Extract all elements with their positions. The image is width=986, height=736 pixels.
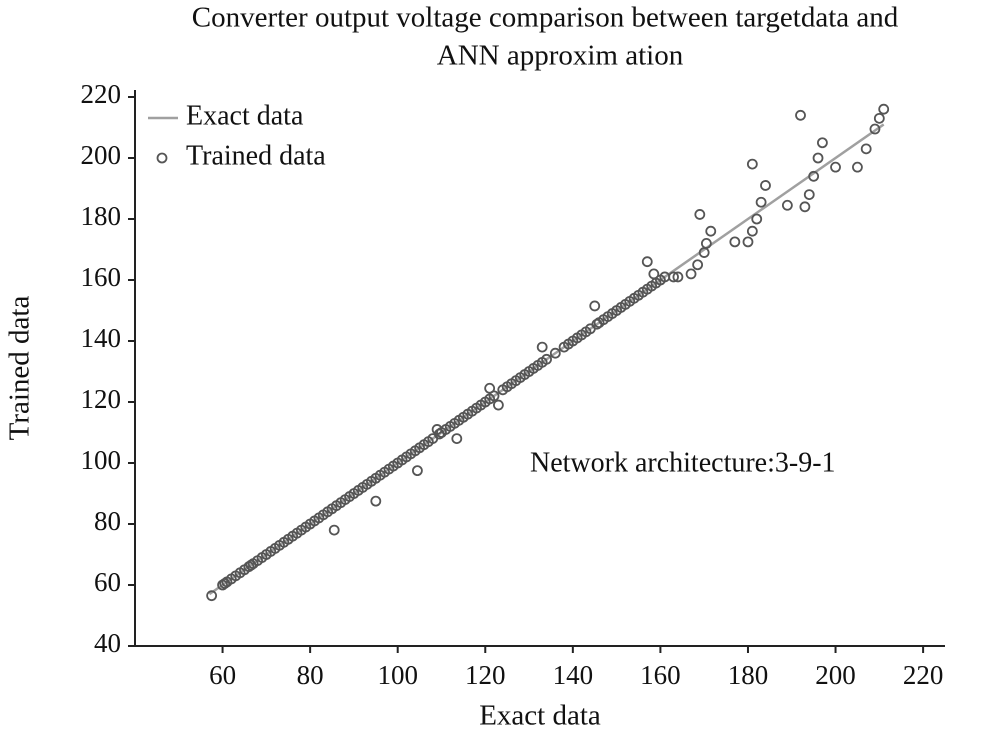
point <box>705 225 717 237</box>
point <box>685 268 697 280</box>
point <box>830 161 841 173</box>
point <box>817 137 828 149</box>
y-tick-label: 40 <box>94 628 121 658</box>
x-tick-label: 140 <box>553 660 594 690</box>
point <box>742 236 754 248</box>
point <box>370 495 382 507</box>
x-tick-label: 120 <box>465 660 506 690</box>
point <box>692 259 704 271</box>
point <box>412 465 423 477</box>
point <box>808 170 820 182</box>
point <box>878 103 890 115</box>
annotation: Network architecture:3-9-1 <box>530 447 836 478</box>
legend-label: Trained data <box>186 140 326 171</box>
point <box>760 180 771 191</box>
point <box>746 158 758 170</box>
point <box>751 213 763 225</box>
point <box>812 152 824 164</box>
y-tick-label: 160 <box>81 262 122 292</box>
y-tick-label: 120 <box>81 384 122 414</box>
y-tick-label: 60 <box>94 567 121 597</box>
y-tick-label: 140 <box>81 323 122 353</box>
point <box>451 433 463 445</box>
point <box>746 225 758 237</box>
point <box>648 268 660 280</box>
y-tick-label: 200 <box>81 140 122 170</box>
legend-marker <box>156 152 168 164</box>
point <box>694 209 706 220</box>
point <box>641 256 653 268</box>
point <box>755 196 767 208</box>
y-axis-title: Trained data <box>4 296 36 441</box>
x-tick-label: 220 <box>903 660 944 690</box>
y-tick-label: 220 <box>81 79 122 109</box>
chart-title: ANN approxim ation <box>437 40 684 72</box>
legend-label: Exact data <box>186 100 304 131</box>
point <box>799 201 811 213</box>
point <box>541 353 552 365</box>
y-tick-label: 100 <box>81 445 122 475</box>
y-tick-label: 80 <box>94 506 121 536</box>
point <box>431 424 443 435</box>
point <box>589 300 601 312</box>
point <box>795 109 806 121</box>
point <box>729 236 741 248</box>
x-tick-label: 160 <box>640 660 681 690</box>
x-tick-label: 60 <box>209 660 236 690</box>
y-tick-label: 180 <box>81 201 122 231</box>
x-tick-label: 180 <box>728 660 769 690</box>
point <box>852 161 863 173</box>
point <box>781 199 793 211</box>
point <box>549 347 561 359</box>
point <box>860 143 872 155</box>
point <box>873 112 885 124</box>
point <box>206 590 218 602</box>
point <box>493 399 504 411</box>
point <box>536 341 548 353</box>
x-tick-label: 100 <box>377 660 418 690</box>
point <box>869 123 881 135</box>
point <box>484 382 496 394</box>
point <box>803 189 815 201</box>
point <box>328 524 340 536</box>
point <box>672 271 684 283</box>
point <box>700 237 712 249</box>
x-tick-label: 80 <box>297 660 324 690</box>
point <box>668 271 679 283</box>
x-axis-title: Exact data <box>479 700 601 732</box>
chart-title: Converter output voltage comparison betw… <box>192 2 899 34</box>
x-tick-label: 200 <box>815 660 856 690</box>
